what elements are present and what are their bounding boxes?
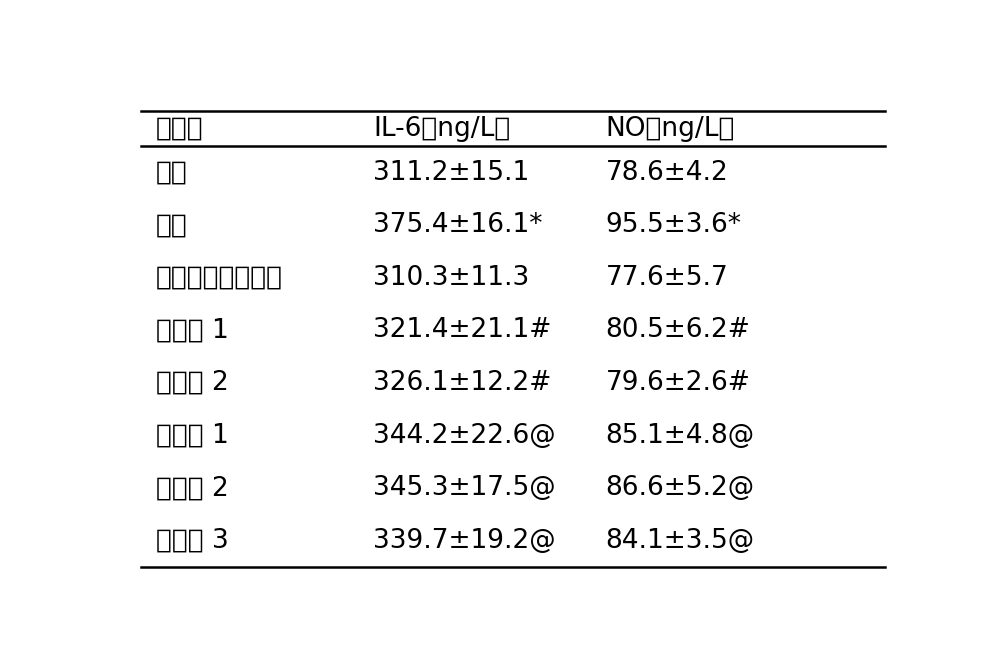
Text: 375.4±16.1*: 375.4±16.1* bbox=[373, 213, 542, 238]
Text: 86.6±5.2@: 86.6±5.2@ bbox=[606, 475, 755, 501]
Text: NO（ng/L）: NO（ng/L） bbox=[606, 116, 735, 142]
Text: 310.3±11.3: 310.3±11.3 bbox=[373, 265, 529, 291]
Text: 空白: 空白 bbox=[156, 160, 188, 186]
Text: 95.5±3.6*: 95.5±3.6* bbox=[606, 213, 742, 238]
Text: 实验组: 实验组 bbox=[156, 116, 204, 142]
Text: 77.6±5.7: 77.6±5.7 bbox=[606, 265, 728, 291]
Text: 实施例 1: 实施例 1 bbox=[156, 317, 229, 343]
Text: 对比例 1: 对比例 1 bbox=[156, 422, 229, 449]
Text: 326.1±12.2#: 326.1±12.2# bbox=[373, 370, 551, 396]
Text: 马应龙麝香痔疮膏: 马应龙麝香痔疮膏 bbox=[156, 265, 283, 291]
Text: 321.4±21.1#: 321.4±21.1# bbox=[373, 317, 551, 343]
Text: 344.2±22.6@: 344.2±22.6@ bbox=[373, 422, 556, 449]
Text: 对比例 2: 对比例 2 bbox=[156, 475, 229, 501]
Text: 实施例 2: 实施例 2 bbox=[156, 370, 229, 396]
Text: 模型: 模型 bbox=[156, 213, 188, 238]
Text: 311.2±15.1: 311.2±15.1 bbox=[373, 160, 529, 186]
Text: IL-6（ng/L）: IL-6（ng/L） bbox=[373, 116, 510, 142]
Text: 85.1±4.8@: 85.1±4.8@ bbox=[606, 422, 755, 449]
Text: 345.3±17.5@: 345.3±17.5@ bbox=[373, 475, 556, 501]
Text: 对比例 3: 对比例 3 bbox=[156, 528, 229, 554]
Text: 79.6±2.6#: 79.6±2.6# bbox=[606, 370, 750, 396]
Text: 78.6±4.2: 78.6±4.2 bbox=[606, 160, 728, 186]
Text: 80.5±6.2#: 80.5±6.2# bbox=[606, 317, 750, 343]
Text: 84.1±3.5@: 84.1±3.5@ bbox=[606, 528, 755, 554]
Text: 339.7±19.2@: 339.7±19.2@ bbox=[373, 528, 556, 554]
